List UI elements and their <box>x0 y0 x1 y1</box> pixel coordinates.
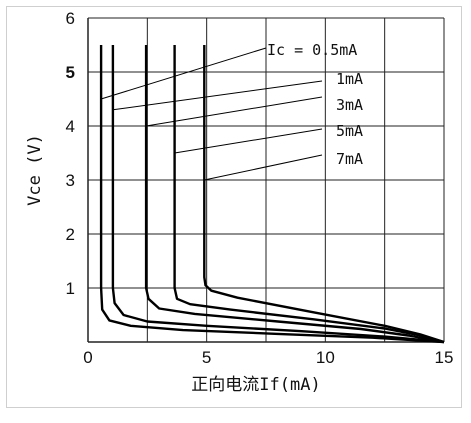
curve-label-3: 3mA <box>336 96 363 114</box>
figure-frame <box>6 6 462 408</box>
x-tick-label: 15 <box>435 348 454 367</box>
grid <box>87 17 445 343</box>
y-tick-label: 6 <box>66 9 75 28</box>
leader-line-2 <box>112 80 323 111</box>
curve-label-4: 5mA <box>336 122 363 140</box>
leader-line-4 <box>174 128 323 154</box>
series-line-1 <box>99 45 445 344</box>
curves <box>99 45 445 344</box>
y-tick-label: 3 <box>66 171 75 190</box>
y-tick-label: 1 <box>66 279 75 298</box>
x-tick-label: 5 <box>202 348 211 367</box>
leader-line-3 <box>146 96 323 127</box>
curve-labels: Ic = 0.5mA 1mA 3mA 5mA 7mA <box>267 41 363 168</box>
curve-label-5: 7mA <box>336 150 363 168</box>
y-tick-label: 4 <box>66 117 75 136</box>
series-line-3 <box>144 45 445 344</box>
y-axis-title: Vce (V) <box>25 134 45 206</box>
leader-line-1 <box>100 47 267 100</box>
y-tick-label: 2 <box>66 225 75 244</box>
leader-line-5 <box>204 154 323 181</box>
series-line-5 <box>203 45 445 344</box>
tick-labels: 0 5 10 15 1 2 3 4 5 6 <box>66 9 454 367</box>
leader-lines <box>100 47 323 181</box>
series-line-2 <box>111 45 445 344</box>
series-line-4 <box>173 45 445 344</box>
curve-label-2: 1mA <box>336 70 363 88</box>
x-tick-label: 0 <box>83 348 92 367</box>
y-tick-label: 5 <box>66 63 75 82</box>
x-axis-title: 正向电流If(mA) <box>191 375 320 395</box>
curve-label-1: Ic = 0.5mA <box>267 41 357 59</box>
x-tick-label: 10 <box>316 348 335 367</box>
